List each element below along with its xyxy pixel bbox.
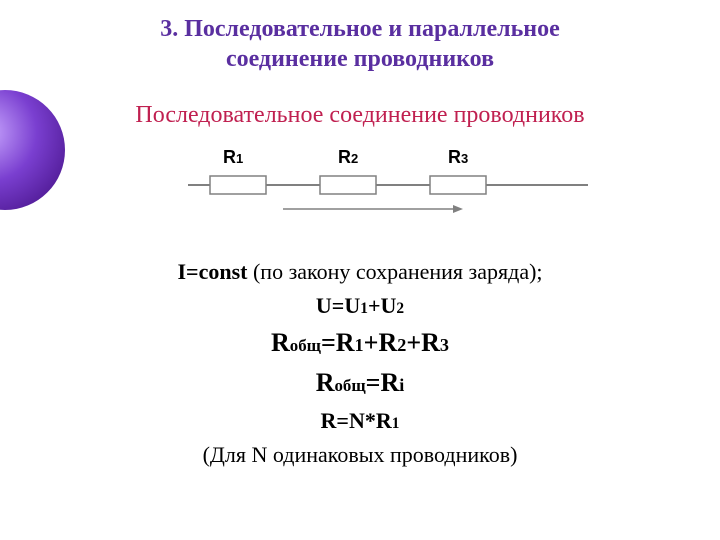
title-line-2: соединение проводников [226,46,494,72]
slide-title: 3. Последовательное и параллельное соеди… [0,0,720,74]
resistor-label-r1: R1 [223,147,243,168]
formula-voltage: U=U1+U2 [0,289,720,323]
series-circuit-diagram: R1 R2 R3 [188,147,608,227]
title-line-1: 3. Последовательное и параллельное [160,16,560,42]
formula-note: (Для N одинаковых проводников) [0,438,720,472]
formula-r-total: Rобщ=R1+R2+R3 [0,323,720,363]
formulas-block: I=const (по закону сохранения заряда); U… [0,255,720,472]
formula-r-n: R=N*R1 [0,404,720,438]
slide-subtitle: Последовательное соединение проводников [0,102,720,129]
formula-r-total-sum: Rобщ=Ri [0,363,720,403]
circuit-wire [188,173,588,197]
current-arrow-icon [283,203,465,217]
resistor-label-r2: R2 [338,147,358,168]
formula-current: I=const (по закону сохранения заряда); [0,255,720,289]
resistor-label-r3: R3 [448,147,468,168]
